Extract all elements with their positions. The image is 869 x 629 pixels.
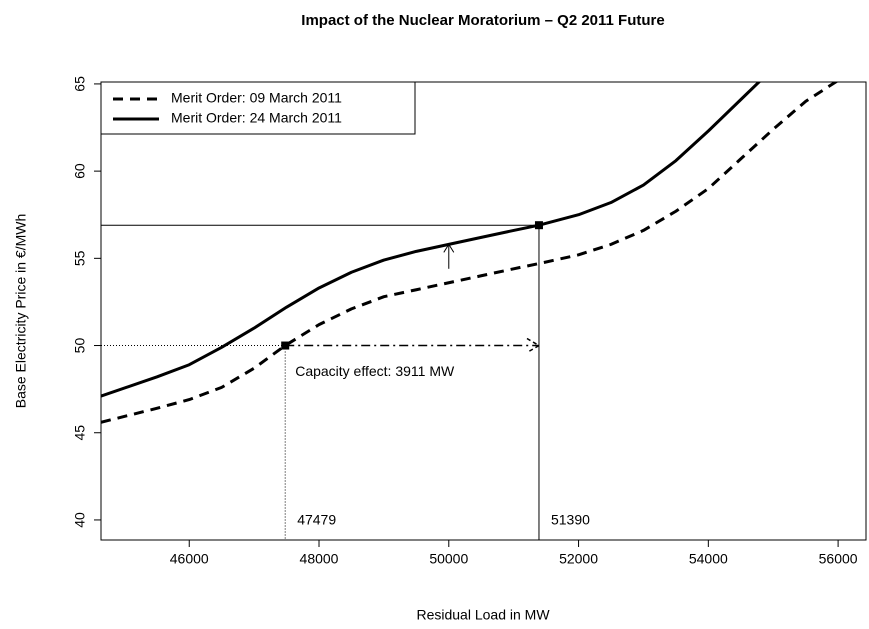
- marker-label: 51390: [551, 512, 590, 528]
- x-tick-label: 56000: [819, 551, 858, 567]
- y-tick-label: 60: [72, 163, 88, 179]
- series-line: [101, 82, 839, 424]
- x-tick-label: 52000: [559, 551, 598, 567]
- capacity-label: Capacity effect: 3911 MW: [295, 363, 455, 379]
- marker-label: 47479: [297, 512, 336, 528]
- chart-title: Impact of the Nuclear Moratorium – Q2 20…: [301, 12, 664, 29]
- plot-box: [100, 81, 867, 541]
- y-tick-label: 50: [72, 338, 88, 354]
- legend-box: [100, 81, 416, 135]
- marker: [534, 221, 543, 230]
- x-axis-label: Residual Load in MW: [416, 607, 550, 623]
- plot-area: [101, 82, 839, 540]
- y-tick-label: 65: [72, 76, 88, 92]
- x-tick-label: 48000: [300, 551, 339, 567]
- y-tick-label: 45: [72, 425, 88, 441]
- arrow-head: [526, 337, 541, 354]
- x-tick-label: 54000: [689, 551, 728, 567]
- y-tick-label: 55: [72, 250, 88, 266]
- legend-label: Merit Order: 24 March 2011: [171, 110, 342, 126]
- legend-label: Merit Order: 09 March 2011: [171, 90, 342, 106]
- x-tick-label: 46000: [170, 551, 209, 567]
- y-axis-label: Base Electricity Price in €/MWh: [13, 214, 29, 409]
- series-line: [101, 82, 762, 398]
- x-tick-label: 50000: [429, 551, 468, 567]
- y-tick-label: 40: [72, 512, 88, 528]
- marker: [281, 341, 290, 350]
